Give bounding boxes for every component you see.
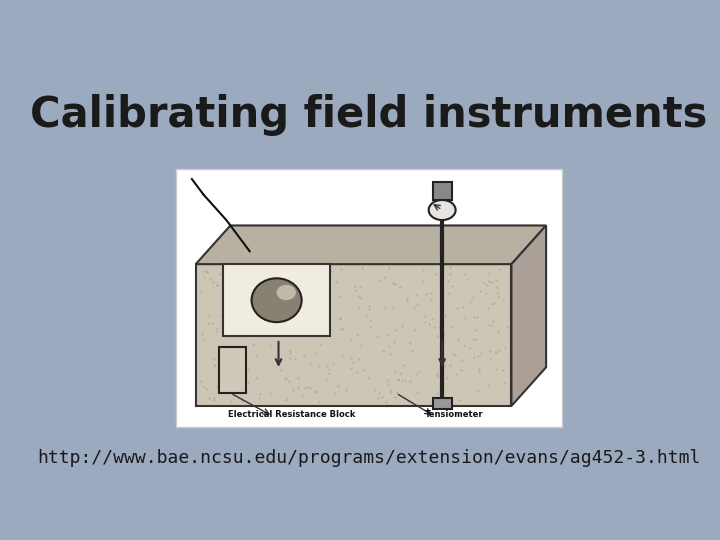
Polygon shape [196, 226, 546, 264]
Text: Calibrating field instruments: Calibrating field instruments [30, 94, 708, 136]
Text: http://www.bae.ncsu.edu/programs/extension/evans/ag452-3.html: http://www.bae.ncsu.edu/programs/extensi… [37, 449, 701, 467]
Bar [176, 168, 562, 427]
Ellipse shape [276, 285, 296, 300]
Bar [219, 347, 246, 393]
Text: Electrical Resistance Block: Electrical Resistance Block [228, 410, 356, 419]
Polygon shape [511, 226, 546, 406]
Bar [222, 264, 330, 336]
Bar [433, 398, 451, 408]
Bar [433, 181, 451, 200]
Ellipse shape [251, 278, 302, 322]
Text: Tensiometer: Tensiometer [424, 410, 483, 419]
Bar [196, 264, 511, 406]
Circle shape [428, 200, 456, 220]
